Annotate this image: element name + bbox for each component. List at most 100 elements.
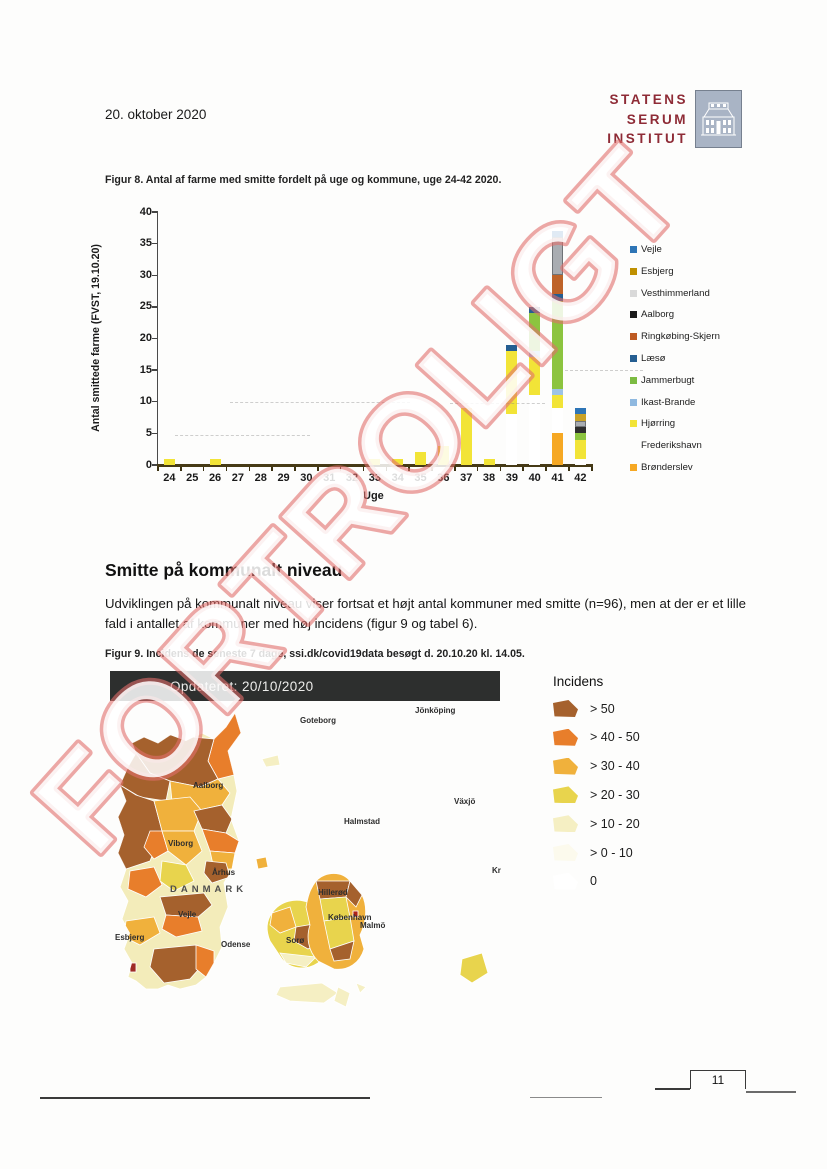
map-legend-chip <box>553 700 578 717</box>
x-tick-mark <box>294 467 296 471</box>
bar-segment-jammerbugt <box>552 300 564 390</box>
map-label-malmö: Malmö <box>360 921 386 930</box>
bar-segment-laeso <box>506 344 518 352</box>
ssi-building-icon <box>695 90 742 148</box>
x-tick-mark <box>248 467 251 471</box>
bar-segment-bronderslev <box>552 433 564 465</box>
y-tick-mark <box>152 432 157 435</box>
x-tick-mark <box>317 467 319 471</box>
map-legend-chip <box>553 815 578 833</box>
chart-legend-label: Aalborg <box>641 309 675 321</box>
chart-x-axis <box>157 464 593 467</box>
map-legend-item: > 40 - 50 <box>553 728 640 746</box>
chart-legend-label: Jammerbugt <box>641 374 695 386</box>
map-legend-item: > 20 - 30 <box>553 786 640 804</box>
bar-segment-aalborg <box>574 427 586 434</box>
bar-segment-hjorring <box>529 357 541 396</box>
map-updated-text: Opdateret: 20/10/2020 <box>170 678 314 694</box>
map-legend-chip <box>553 872 578 890</box>
x-tick-label: 25 <box>186 472 199 484</box>
map-label-goteborg: Goteborg <box>300 716 336 725</box>
x-tick-mark <box>271 467 273 471</box>
scan-artifact <box>175 435 310 436</box>
chart-legend-item: Ringkøbing-Skjern <box>630 331 720 342</box>
map-legend-label: > 20 - 30 <box>590 787 640 802</box>
figure9-caption: Figur 9. Incidens de seneste 7 dage, ssi… <box>105 648 525 660</box>
chart-legend-item: Ikast-Brande <box>630 397 695 408</box>
bar-segment-frederikshavn <box>552 408 564 434</box>
chart-y-axis <box>157 211 159 467</box>
chart-legend-label: Brønderslev <box>641 462 693 473</box>
x-tick-label: 29 <box>277 472 290 484</box>
bar-segment-frederikshavn <box>574 458 586 465</box>
chart-y-axis-label: Antal smittede farme (FVST, 19.10.20) <box>90 244 102 432</box>
x-tick-label: 26 <box>208 472 222 484</box>
map-label-sorø: Sorø <box>286 936 305 945</box>
bar-segment-hjorring <box>392 458 404 465</box>
map-label-danmark: DANMARK <box>170 884 248 895</box>
x-tick-label: 31 <box>323 472 336 484</box>
map-legend-label: > 30 - 40 <box>590 759 640 774</box>
x-tick-mark <box>545 467 547 471</box>
y-tick-mark <box>152 306 157 308</box>
bar-segment-laeso <box>552 294 564 301</box>
map-legend-item: > 50 <box>553 700 615 717</box>
chart-legend-chip <box>630 355 637 362</box>
ssi-logo-line3: INSTITUT <box>607 131 688 147</box>
map-label-århus: Århus <box>212 868 236 877</box>
footer-rule-mid <box>530 1097 602 1098</box>
chart-legend-chip <box>630 289 637 297</box>
map-legend-item: > 30 - 40 <box>553 757 640 775</box>
chart-legend-label: Hjørring <box>641 418 676 430</box>
y-tick-label: 25 <box>139 300 152 313</box>
map-legend-item: > 10 - 20 <box>553 815 640 833</box>
y-tick-mark <box>152 464 157 466</box>
chart-legend-item: Frederikshavn <box>630 440 702 451</box>
bar-segment-hjorring <box>460 408 472 465</box>
x-tick-mark <box>522 467 525 471</box>
x-tick-mark <box>180 467 182 471</box>
bar-segment-hjorring <box>506 351 518 415</box>
x-tick-label: 30 <box>300 472 313 484</box>
bar-segment-jammerbugt <box>574 433 586 440</box>
map-label-esbjerg: Esbjerg <box>115 933 145 942</box>
chart-legend-item: Esbjerg <box>630 266 674 277</box>
footer-rule-tab-right <box>746 1091 796 1093</box>
x-tick-label: 38 <box>482 472 496 484</box>
y-tick-label: 30 <box>139 268 152 281</box>
map-legend-label: > 0 - 10 <box>590 845 633 860</box>
x-tick-mark <box>202 467 205 471</box>
map-legend-item: 0 <box>553 872 597 890</box>
y-tick-mark <box>152 211 157 213</box>
section-heading: Smitte på kommunalt niveau <box>105 560 343 580</box>
x-tick-label: 34 <box>391 472 404 484</box>
scan-artifact <box>565 370 643 371</box>
bar-segment-frederikshavn <box>529 395 541 465</box>
ssi-logo-text: STATENS SERUM INSTITUT <box>588 90 688 149</box>
chart-legend-item: Jammerbugt <box>630 375 694 386</box>
map-label-odense: Odense <box>221 940 251 949</box>
map-legend-chip <box>553 786 578 804</box>
chart-legend-item: Brønderslev <box>630 462 693 473</box>
chart-legend-label: Frederikshavn <box>641 440 702 452</box>
map-legend-chip <box>553 844 578 861</box>
bar-segment-laeso <box>529 306 541 314</box>
map-label-växjö: Växjö <box>454 797 476 806</box>
map-legend-label: > 10 - 20 <box>590 816 640 831</box>
map-label-halmstad: Halmstad <box>344 817 381 826</box>
y-tick-label: 5 <box>145 426 152 439</box>
chart-legend-item: Vejle <box>630 244 662 255</box>
x-tick-mark <box>568 467 570 471</box>
y-tick-mark <box>152 242 157 245</box>
map-label-vejle: Vejle <box>178 910 197 919</box>
chart-legend-chip <box>630 420 637 428</box>
x-tick-label: 32 <box>345 472 359 484</box>
map-label-kr: Kr <box>492 866 501 875</box>
x-tick-mark <box>339 467 342 471</box>
chart-legend-label: Vejle <box>641 244 662 255</box>
chart-legend-chip <box>630 246 637 253</box>
scan-artifact <box>450 403 545 404</box>
x-tick-mark <box>499 467 502 471</box>
bar-segment-frederikshavn <box>506 414 518 465</box>
